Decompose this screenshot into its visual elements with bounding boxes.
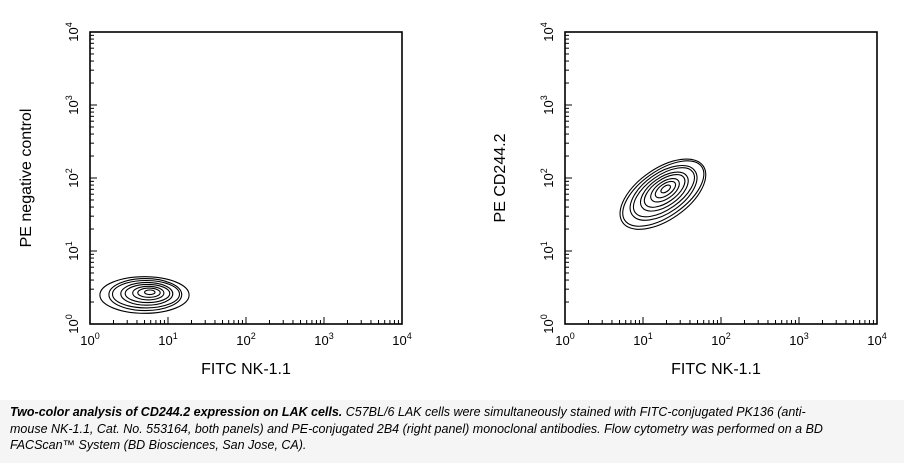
contour-ring [132,285,165,301]
contour-ring [622,160,705,227]
contour-ring [120,281,174,306]
caption-background [0,400,904,463]
right-contour-panel: 100 101 102 103 104 100 101 102 103 104 FITC NK-… [492,22,887,378]
y-tick-label: 102 [64,168,81,187]
x-tick-label: 103 [314,331,333,348]
x-tick-label: 100 [80,331,99,348]
y-tick-label: 100 [64,314,81,333]
right-plot-frame [564,31,878,325]
contour-ring [124,283,171,304]
left-x-ticks: 100 101 102 103 104 [80,317,412,348]
x-tick-label: 102 [711,331,730,348]
y-tick-label: 104 [64,22,81,41]
left-y-ticks: 100 101 102 103 104 [64,22,97,334]
contour-ring [144,289,156,296]
contour-plots-figure: 100 101 102 103 104 100 101 102 103 104 FITC NK-… [18,22,887,378]
y-tick-label: 103 [539,95,556,114]
x-tick-label: 100 [555,331,574,348]
left-plot-frame [89,31,403,325]
y-tick-label: 104 [539,22,556,41]
left-contour-lines [99,276,190,314]
right-y-axis-label: PE CD244.2 [492,133,509,222]
left-x-axis-label: FITC NK-1.1 [201,361,291,378]
contour-ring [660,184,672,194]
y-tick-label: 101 [64,241,81,260]
x-tick-label: 104 [867,331,886,348]
contour-ring [111,279,181,309]
contour-ring [632,167,695,218]
contour-ring [640,171,689,212]
contour-ring [99,276,190,314]
contour-ring [650,178,680,203]
x-tick-label: 101 [633,331,652,348]
x-tick-label: 101 [158,331,177,348]
right-contour-lines [619,158,707,230]
y-tick-label: 101 [539,241,556,260]
contour-ring [643,174,686,208]
right-x-axis-label: FITC NK-1.1 [671,361,761,378]
contour-ring [108,278,183,312]
right-x-ticks: 100 101 102 103 104 [555,317,887,348]
y-tick-label: 102 [539,168,556,187]
caption-bold-lead: Two-color analysis of CD244.2 expression… [10,405,343,419]
x-tick-label: 104 [392,331,411,348]
left-y-axis-label: PE negative control [18,109,35,248]
y-tick-label: 100 [539,314,556,333]
x-tick-label: 102 [236,331,255,348]
contour-ring [137,287,161,298]
caption-body: C57BL/6 LAK cells were simultaneously st… [10,405,823,452]
y-tick-label: 103 [64,95,81,114]
figure-area [0,0,904,400]
contour-ring [619,158,707,230]
x-tick-label: 103 [789,331,808,348]
right-y-ticks: 100 101 102 103 104 [539,22,572,334]
figure-caption: Two-color analysis of CD244.2 expression… [10,404,830,454]
contour-ring [629,164,698,221]
left-contour-panel: 100 101 102 103 104 100 101 102 103 104 FITC NK-… [18,22,412,378]
contour-ring [654,180,677,199]
